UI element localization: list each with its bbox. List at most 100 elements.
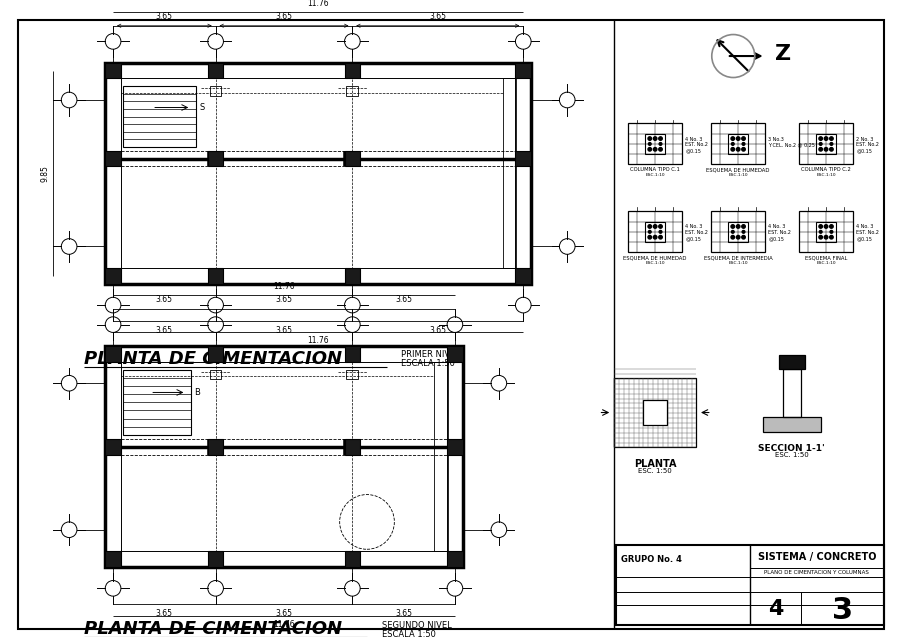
Text: 9.85: 9.85: [41, 164, 50, 182]
Circle shape: [819, 236, 823, 239]
Bar: [447, 551, 463, 567]
Circle shape: [741, 225, 745, 228]
Bar: [106, 551, 121, 567]
Bar: [711, 211, 766, 252]
Circle shape: [819, 230, 822, 233]
Circle shape: [731, 225, 734, 228]
Text: 3.65: 3.65: [275, 295, 292, 304]
Circle shape: [819, 225, 823, 228]
Text: @0.15: @0.15: [856, 236, 872, 241]
Text: PRIMER NIVEL: PRIMER NIVEL: [401, 350, 460, 360]
Text: GRUPO No. 4: GRUPO No. 4: [621, 556, 682, 564]
Text: 3.65: 3.65: [275, 609, 292, 618]
Text: ESC.1:10: ESC.1:10: [728, 261, 748, 265]
Bar: [207, 63, 224, 79]
Bar: [346, 86, 358, 96]
Text: Y CEL. No.2 @ 0.25: Y CEL. No.2 @ 0.25: [769, 143, 815, 147]
Text: 3.65: 3.65: [156, 326, 173, 335]
Circle shape: [830, 236, 833, 239]
Circle shape: [742, 143, 745, 145]
Circle shape: [830, 148, 833, 151]
Bar: [515, 268, 531, 284]
Circle shape: [648, 148, 651, 151]
Text: 3.65: 3.65: [429, 12, 446, 21]
Text: 3.65: 3.65: [395, 609, 412, 618]
Text: EST. No.2: EST. No.2: [769, 230, 791, 236]
Circle shape: [819, 137, 823, 140]
Text: 3.65: 3.65: [429, 326, 446, 335]
Circle shape: [830, 143, 833, 145]
Circle shape: [732, 230, 734, 233]
Text: 3: 3: [832, 596, 852, 625]
Bar: [106, 346, 121, 362]
Text: SECCION 1-1': SECCION 1-1': [759, 444, 825, 452]
Text: @0.15: @0.15: [686, 236, 701, 241]
Circle shape: [653, 236, 657, 239]
Text: 4 No. 3: 4 No. 3: [769, 225, 786, 230]
Text: 4 No. 3: 4 No. 3: [686, 136, 703, 141]
Text: PLANTA DE CIMENTACION: PLANTA DE CIMENTACION: [84, 350, 342, 368]
Text: 2 No. 3: 2 No. 3: [856, 136, 874, 141]
Text: ESC. 1:50: ESC. 1:50: [639, 468, 672, 474]
Text: ESCALA 1:50: ESCALA 1:50: [382, 630, 436, 639]
Circle shape: [648, 225, 651, 228]
Text: ESQUEMA DE INTERMEDIA: ESQUEMA DE INTERMEDIA: [704, 255, 772, 260]
Circle shape: [648, 137, 651, 140]
Bar: [207, 439, 224, 454]
Bar: [447, 439, 463, 454]
Text: 4 No. 3: 4 No. 3: [686, 225, 703, 230]
Bar: [106, 151, 121, 166]
Bar: [207, 551, 224, 567]
Bar: [762, 417, 821, 432]
Text: ESQUEMA FINAL: ESQUEMA FINAL: [805, 255, 847, 260]
Bar: [345, 346, 360, 362]
Circle shape: [819, 148, 823, 151]
Text: PLANTA: PLANTA: [634, 459, 676, 469]
Text: EST. No.2: EST. No.2: [686, 230, 708, 236]
Circle shape: [731, 148, 734, 151]
Text: ESCALA 1:50: ESCALA 1:50: [401, 359, 456, 368]
Bar: [515, 151, 531, 166]
Text: S: S: [199, 103, 204, 112]
Text: SEGUNDO NIVEL: SEGUNDO NIVEL: [382, 621, 451, 630]
Bar: [645, 134, 665, 154]
Circle shape: [653, 148, 657, 151]
Bar: [515, 63, 531, 79]
Bar: [106, 63, 531, 284]
Bar: [345, 439, 360, 454]
Bar: [345, 551, 360, 567]
Circle shape: [736, 148, 740, 151]
Circle shape: [648, 236, 651, 239]
Bar: [210, 369, 222, 380]
Text: ESC.1:10: ESC.1:10: [645, 261, 665, 265]
Bar: [628, 124, 683, 164]
Bar: [207, 346, 224, 362]
Bar: [628, 211, 683, 252]
Circle shape: [736, 225, 740, 228]
Circle shape: [732, 143, 734, 145]
Bar: [345, 151, 360, 166]
Text: 11.76: 11.76: [308, 0, 329, 8]
Circle shape: [659, 230, 662, 233]
Text: EST. No.2: EST. No.2: [686, 143, 708, 147]
Bar: [816, 222, 836, 242]
Text: @0.15: @0.15: [769, 236, 785, 241]
Circle shape: [653, 225, 657, 228]
Text: ESC.1:10: ESC.1:10: [816, 261, 836, 265]
Text: ESC.1:10: ESC.1:10: [645, 173, 665, 177]
Circle shape: [658, 148, 662, 151]
Bar: [123, 369, 191, 435]
Circle shape: [731, 236, 734, 239]
Bar: [729, 222, 748, 242]
Bar: [345, 268, 360, 284]
Text: @0.15: @0.15: [686, 148, 701, 153]
Text: 11.76: 11.76: [273, 620, 295, 628]
Circle shape: [824, 148, 828, 151]
Circle shape: [741, 137, 745, 140]
Text: B: B: [194, 388, 200, 397]
Text: @0.15: @0.15: [856, 148, 872, 153]
Circle shape: [819, 143, 822, 145]
Circle shape: [731, 137, 734, 140]
Circle shape: [658, 225, 662, 228]
Circle shape: [741, 148, 745, 151]
